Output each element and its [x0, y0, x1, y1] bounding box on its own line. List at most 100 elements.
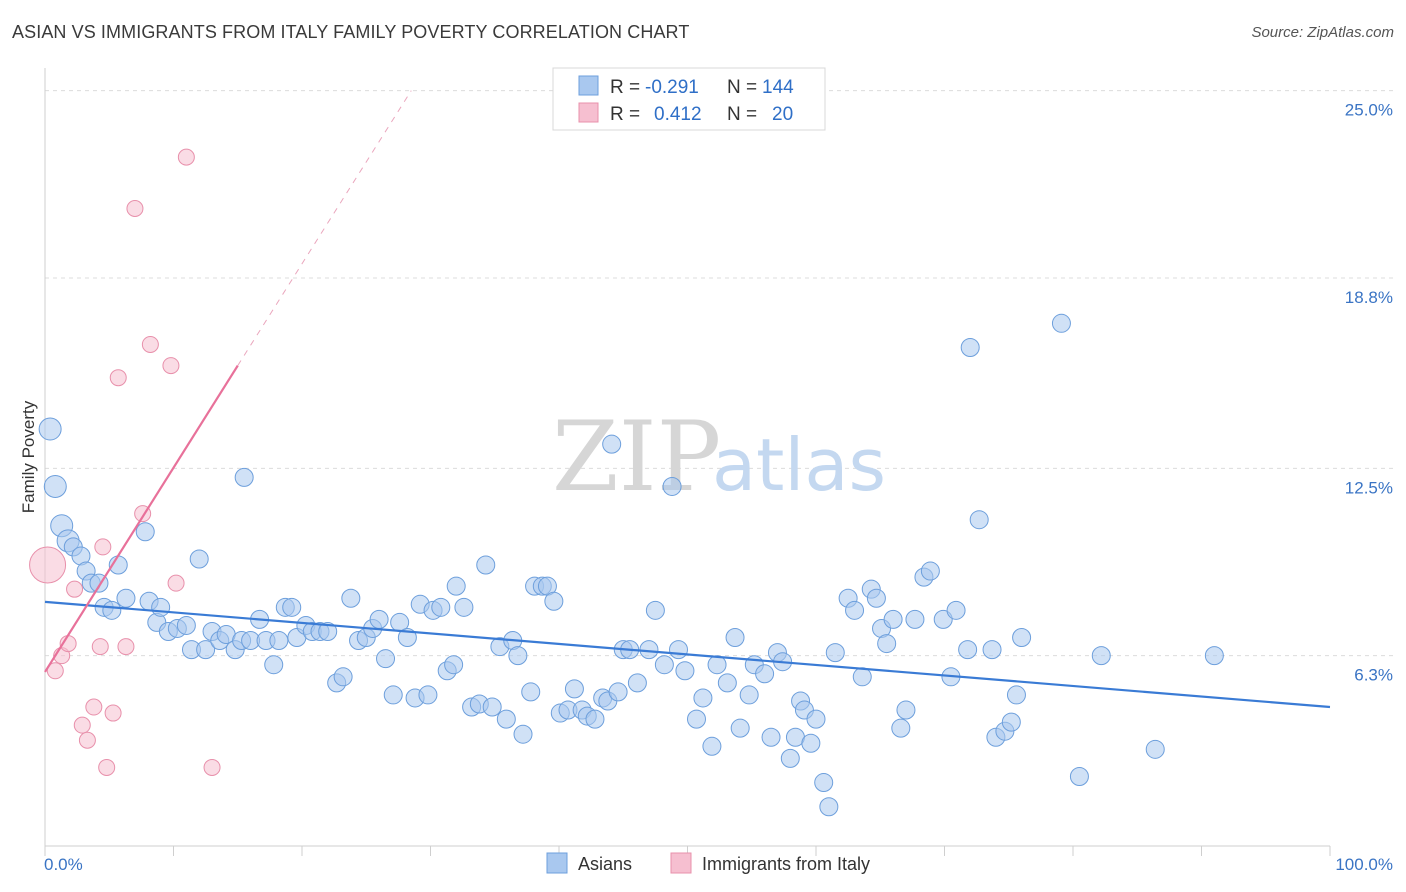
asians-point — [151, 597, 171, 617]
asians-trend-line — [44, 600, 1331, 709]
asians-points — [38, 313, 1224, 817]
italy-point — [126, 199, 144, 217]
asians-point — [38, 417, 62, 441]
asians-point — [662, 476, 682, 496]
asians-point — [269, 631, 289, 651]
italy-points — [29, 148, 221, 776]
asians-point — [866, 588, 886, 608]
asians-point — [819, 797, 839, 817]
asians-point — [814, 773, 834, 793]
asians-point — [905, 609, 925, 629]
asians-point — [608, 682, 628, 702]
asians-point — [1145, 739, 1165, 759]
italy-point — [78, 731, 96, 749]
asians-point — [369, 609, 389, 629]
asians-point — [43, 474, 67, 498]
asians-point — [1069, 767, 1089, 787]
asians-point — [431, 597, 451, 617]
italy-trend-extension — [237, 90, 412, 366]
italy-point — [117, 638, 135, 656]
asians-point — [969, 510, 989, 530]
legend-swatch-italy — [578, 102, 599, 123]
asians-point — [376, 649, 396, 669]
italy-point — [94, 538, 112, 556]
asians-point — [825, 643, 845, 663]
legend-n-label-asians: N = — [727, 77, 757, 98]
asians-point — [521, 682, 541, 702]
asians-point — [116, 588, 136, 608]
asians-point — [891, 718, 911, 738]
y-tick-label: 18.8% — [1345, 288, 1393, 307]
asians-point — [444, 655, 464, 675]
asians-point — [234, 467, 254, 487]
x-axis-ticks — [44, 846, 1331, 856]
asians-point — [920, 561, 940, 581]
y-axis-label: Family Poverty — [19, 400, 38, 513]
asians-point — [176, 615, 196, 635]
italy-point — [46, 662, 64, 680]
asians-point — [693, 688, 713, 708]
bottom-legend-swatch-asians — [546, 852, 568, 874]
asians-point — [717, 673, 737, 693]
italy-point — [85, 698, 103, 716]
grid-lines — [45, 90, 1393, 657]
source-label: Source: ZipAtlas.com — [1251, 24, 1394, 41]
legend-r-value-asians: -0.291 — [645, 77, 699, 98]
asians-point — [801, 733, 821, 753]
x-tick-label-max: 100.0% — [1335, 855, 1393, 874]
y-tick-label: 25.0% — [1345, 101, 1393, 120]
italy-trend-line — [44, 365, 239, 673]
asians-point — [627, 673, 647, 693]
x-tick-label-min: 0.0% — [44, 855, 83, 874]
asians-point — [513, 724, 533, 744]
asians-point — [806, 709, 826, 729]
asians-point — [333, 667, 353, 687]
asians-point — [675, 661, 695, 681]
asians-point — [958, 640, 978, 660]
asians-point — [896, 700, 916, 720]
watermark-zip: ZIP — [552, 401, 721, 513]
asians-point — [196, 640, 216, 660]
watermark-atlas: atlas — [712, 423, 886, 507]
asians-point — [602, 434, 622, 454]
stats-legend: R = -0.291 N = 144 R = 0.412 N = 20 — [552, 67, 826, 131]
asians-point — [564, 679, 584, 699]
legend-n-value-asians: 144 — [762, 77, 794, 98]
asians-point — [707, 655, 727, 675]
asians-point — [780, 748, 800, 768]
asians-point — [1006, 685, 1026, 705]
italy-point — [29, 546, 67, 584]
asians-point — [454, 597, 474, 617]
bottom-legend-italy: Immigrants from Italy — [702, 854, 870, 874]
asians-point — [189, 549, 209, 569]
asians-point — [585, 709, 605, 729]
italy-point — [98, 758, 116, 776]
italy-point — [73, 716, 91, 734]
italy-point — [66, 580, 84, 598]
asians-point — [761, 727, 781, 747]
legend-r-label-italy: R = — [610, 104, 640, 125]
asians-point — [1091, 646, 1111, 666]
asians-point — [1001, 712, 1021, 732]
asians-point — [877, 634, 897, 654]
asians-point — [1051, 313, 1071, 333]
asians-point — [1012, 628, 1032, 648]
asians-point — [960, 337, 980, 357]
chart-title: ASIAN VS IMMIGRANTS FROM ITALY FAMILY PO… — [12, 22, 690, 42]
italy-point — [141, 335, 159, 353]
italy-point — [91, 638, 109, 656]
asians-point — [544, 591, 564, 611]
asians-point — [702, 736, 722, 756]
asians-point — [1204, 646, 1224, 666]
watermark: ZIP atlas — [552, 401, 886, 513]
italy-point — [203, 758, 221, 776]
asians-point — [318, 621, 338, 641]
asians-point — [446, 576, 466, 596]
asians-point — [852, 667, 872, 687]
asians-point — [933, 609, 953, 629]
legend-n-label-italy: N = — [727, 104, 757, 125]
asians-point — [755, 664, 775, 684]
legend-r-value-italy: 0.412 — [654, 104, 702, 125]
y-axis-tick-labels: 6.3% 12.5% 18.8% 25.0% — [1345, 101, 1393, 685]
